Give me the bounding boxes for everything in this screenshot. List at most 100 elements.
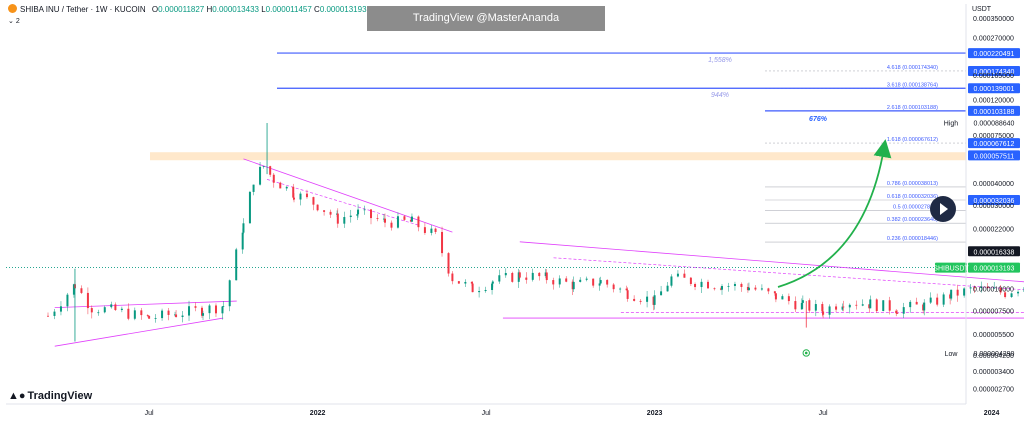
candle-body (417, 216, 420, 228)
candle-body (72, 284, 75, 295)
candle-body (599, 280, 602, 284)
trend-line (243, 158, 453, 233)
candle-body (80, 288, 83, 293)
indicator-count: 2 (15, 18, 20, 25)
candle-body (471, 283, 474, 293)
candle-body (161, 310, 164, 319)
price-label: 0.000057511 (974, 153, 1014, 160)
candle-body (572, 281, 575, 290)
price-label: 0.000013193 (974, 266, 1015, 273)
x-tick-label: Jul (482, 410, 491, 417)
play-button[interactable] (930, 196, 956, 222)
price-label: 0.000088640 (974, 120, 1015, 127)
trend-line (553, 257, 1024, 291)
y-tick-label: 0.000075000 (973, 133, 1014, 140)
candle-body (174, 314, 177, 316)
candle-body (451, 273, 454, 282)
candle-body (447, 253, 450, 274)
candle-body (800, 302, 803, 310)
ohlc-high-key: H (206, 5, 213, 14)
candle-body (902, 307, 905, 314)
candle-body (114, 304, 117, 311)
y-axis-unit: USDT (972, 6, 992, 13)
candle-body (545, 272, 548, 281)
candle-body (683, 273, 686, 278)
candle-body (598, 283, 601, 286)
candle-body (821, 304, 824, 312)
ohlc-readout: O0.000011827 H0.000013433 L0.000011457 C… (152, 5, 367, 14)
price-tag-box (935, 262, 967, 273)
candle-body (423, 227, 426, 233)
candle-body (585, 278, 588, 280)
candle-body (814, 304, 817, 311)
candle-body (262, 166, 265, 167)
price-label: 0.000220491 (974, 51, 1015, 58)
price-label-box (968, 348, 1020, 359)
symbol-header[interactable]: SHIBA INU / Tether · 1W · KUCOIN O0.0000… (8, 4, 367, 14)
candle-body (241, 232, 244, 250)
candle-body (721, 286, 723, 290)
candle-body (915, 301, 918, 305)
candle-body (848, 304, 851, 308)
candle-body (228, 280, 231, 307)
candle-body (571, 281, 574, 290)
chevron-down-icon[interactable]: ⌄ 2 (8, 18, 20, 25)
price-tag-label: Low (945, 351, 959, 358)
candle-body (993, 287, 996, 289)
candle-body (842, 306, 845, 308)
candle-body (457, 281, 460, 284)
x-tick-label: Jul (819, 410, 828, 417)
x-tick-label: Jul (145, 410, 154, 417)
fib-level-label: 0.618 (0.000032036) (887, 194, 938, 200)
candle-body (336, 213, 339, 224)
candle-body (841, 306, 844, 310)
price-label-box (968, 138, 1020, 149)
candle-body (612, 284, 615, 290)
candle-body (861, 304, 864, 306)
candle-body (120, 308, 123, 311)
ohlc-open-key: O (151, 5, 159, 14)
buy-signal-icon (802, 349, 810, 357)
candle-body (929, 297, 932, 303)
candle-body (660, 291, 663, 296)
candle-body (133, 310, 136, 319)
candle-body (626, 290, 629, 299)
candle-body (410, 216, 413, 222)
candle-body (214, 305, 217, 314)
candle-body (59, 306, 62, 312)
candle-body (222, 306, 225, 308)
ohlc-close: 0.000013193 (319, 5, 367, 14)
candle-body (740, 283, 743, 287)
candle-body (376, 218, 379, 219)
candle-body (565, 278, 568, 282)
candle-body (242, 223, 245, 233)
candle-body (713, 288, 716, 290)
candle-body (188, 306, 191, 316)
buy-signal-icon (804, 351, 808, 355)
candle-body (633, 298, 636, 301)
candle-body (746, 286, 749, 291)
price-label: 0.000032036 (974, 198, 1015, 205)
candle-body (390, 222, 393, 228)
price-tag-box (935, 117, 967, 128)
candle-body (787, 296, 790, 302)
candle-body (950, 289, 953, 299)
candle-body (470, 281, 473, 284)
candle-body (760, 288, 763, 290)
candle-body (434, 228, 437, 232)
candle-body (828, 306, 831, 315)
candle-body (441, 231, 444, 254)
candle-body (579, 279, 582, 282)
candle-body (882, 300, 885, 312)
candle-body (148, 315, 151, 319)
x-tick-label: 2023 (647, 410, 663, 417)
candle-body (592, 278, 595, 286)
candle-body (323, 210, 326, 212)
fib-level-label: 0.382 (0.000023640) (887, 217, 938, 223)
y-tick-label: 0.000120000 (973, 97, 1014, 104)
candle-body (384, 218, 386, 223)
y-tick-label: 0.000004200 (973, 353, 1014, 360)
fib-level-label: 4.618 (0.000174340) (887, 65, 938, 71)
